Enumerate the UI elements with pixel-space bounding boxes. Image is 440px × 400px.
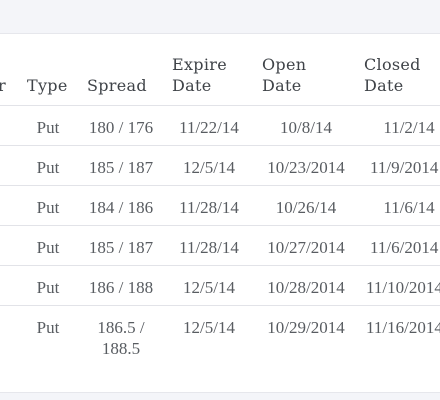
cell-spread: 186.5 / 188.5 — [97, 318, 145, 358]
cell-closed-date: 11/2/14 — [383, 118, 435, 137]
table-row: Put 186.5 / 188.5 12/5/14 10/29/2014 11/… — [0, 306, 440, 386]
cell-expire-date: 12/5/14 — [183, 158, 235, 177]
cell-closed-date: 11/6/2014 — [370, 238, 439, 257]
cell-expire-date: 11/28/14 — [179, 198, 239, 217]
cell-closed-date: 11/9/2014 — [370, 158, 439, 177]
cell-open-date: 10/28/2014 — [267, 278, 345, 297]
cell-closed-date: 11/6/14 — [383, 198, 435, 217]
cell-spread: 184 / 186 — [88, 198, 154, 217]
cell-open-date: 10/29/2014 — [267, 318, 345, 337]
cell-expire-date: 12/5/14 — [183, 318, 235, 337]
positions-table: r Type Spread Expire Date Open Date Clos… — [0, 33, 440, 393]
header-spread: Spread — [87, 76, 147, 95]
cell-type: Put — [36, 158, 60, 177]
cell-type: Put — [36, 278, 60, 297]
table-row: Put 185 / 187 12/5/14 10/23/2014 11/9/20… — [0, 146, 440, 186]
header-truncated: r — [0, 75, 6, 96]
table-row: Put 184 / 186 11/28/14 10/26/14 11/6/14 — [0, 186, 440, 226]
cell-expire-date: 11/22/14 — [179, 118, 239, 137]
cell-expire-date: 12/5/14 — [183, 278, 235, 297]
table-row: Put 186 / 188 12/5/14 10/28/2014 11/10/2… — [0, 266, 440, 306]
table-header: r Type Spread Expire Date Open Date Clos… — [0, 34, 440, 106]
table-row: Put 180 / 176 11/22/14 10/8/14 11/2/14 — [0, 106, 440, 146]
cell-open-date: 10/8/14 — [280, 118, 332, 137]
cell-type: Put — [36, 318, 60, 337]
header-type: Type — [27, 76, 68, 95]
table-row: Put 185 / 187 11/28/14 10/27/2014 11/6/2… — [0, 226, 440, 266]
header-open-date: Open Date — [262, 55, 307, 95]
cell-spread: 185 / 187 — [88, 158, 154, 177]
cell-spread: 185 / 187 — [88, 238, 154, 257]
cell-type: Put — [36, 118, 60, 137]
header-expire-date: Expire Date — [172, 55, 227, 95]
header-closed-date: Closed Date — [364, 55, 421, 95]
cell-type: Put — [36, 198, 60, 217]
cell-open-date: 10/26/14 — [275, 198, 337, 217]
cell-closed-date: 11/16/2014 — [366, 318, 440, 337]
cell-spread: 186 / 188 — [88, 278, 154, 297]
cell-open-date: 10/23/2014 — [267, 158, 345, 177]
cell-spread: 180 / 176 — [88, 118, 154, 137]
cell-expire-date: 11/28/14 — [179, 238, 239, 257]
cell-type: Put — [36, 238, 60, 257]
cell-closed-date: 11/10/2014 — [366, 278, 440, 297]
cell-open-date: 10/27/2014 — [267, 238, 345, 257]
